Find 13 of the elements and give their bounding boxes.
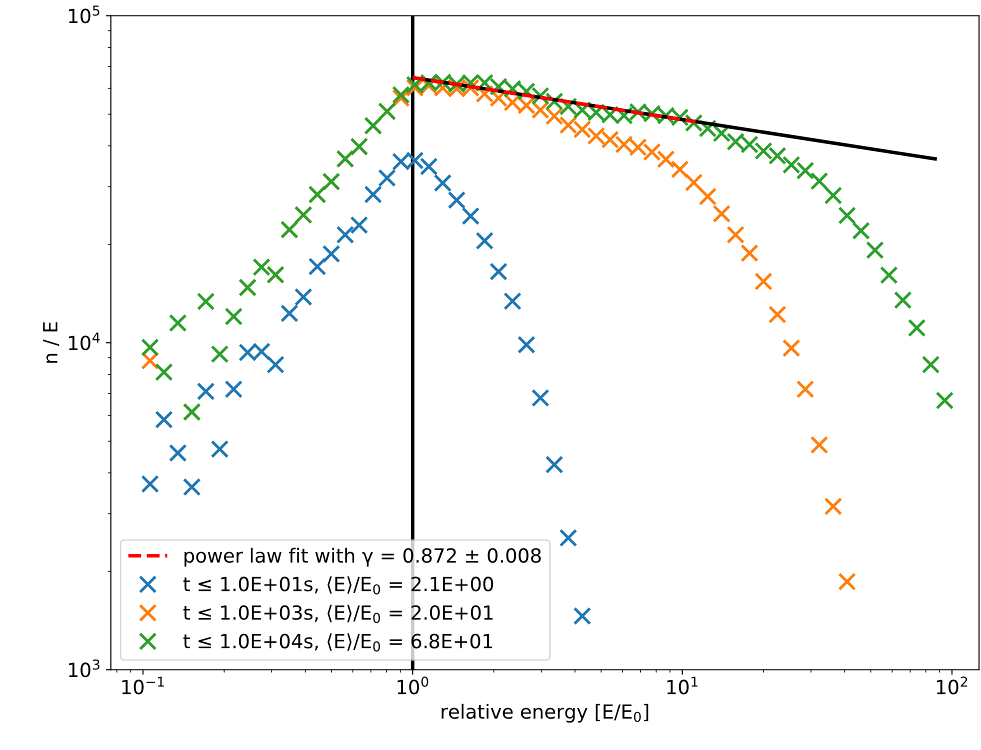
x-tick-label: 10$^{2}$ [936, 676, 968, 694]
x-tick-label: 10$^{−1}$ [122, 676, 164, 694]
y-axis-title: n / E [43, 322, 60, 363]
legend-label: t ≤ 1.0E+04s, ⟨E⟩/E$_{0}$ = 6.8E+01 [183, 633, 492, 652]
x-axis-title: relative energy [E/E$_{0}$] [442, 704, 648, 723]
y-tick-label: 10$^{5}$ [69, 6, 100, 24]
legend-label: power law fit with γ = 0.872 ± 0.008 [184, 548, 541, 567]
y-tick-label: 10$^{3}$ [69, 659, 100, 678]
x-tick-label: 10$^{0}$ [398, 676, 428, 694]
legend-label: t ≤ 1.0E+03s, ⟨E⟩/E$_{0}$ = 2.0E+01 [183, 604, 493, 624]
y-tick-label: 10$^{4}$ [69, 332, 100, 350]
x-tick-label: 10$^{1}$ [667, 676, 698, 694]
legend-label: t ≤ 1.0E+01s, ⟨E⟩/E$_{0}$ = 2.1E+00 [183, 576, 494, 594]
